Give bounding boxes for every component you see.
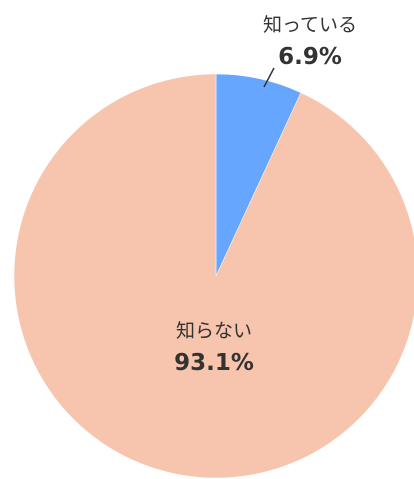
pie-slices (13, 73, 414, 479)
slice-value-shitteiru: 6.9% (278, 44, 342, 70)
slice-label-shiranai: 知らない (176, 320, 252, 342)
slice-label-shitteiru: 知っている (263, 14, 357, 36)
leader-line-shitteiru (263, 67, 275, 88)
slice-value-shiranai: 93.1% (174, 350, 254, 376)
pie-slice-shiranai (13, 73, 414, 479)
